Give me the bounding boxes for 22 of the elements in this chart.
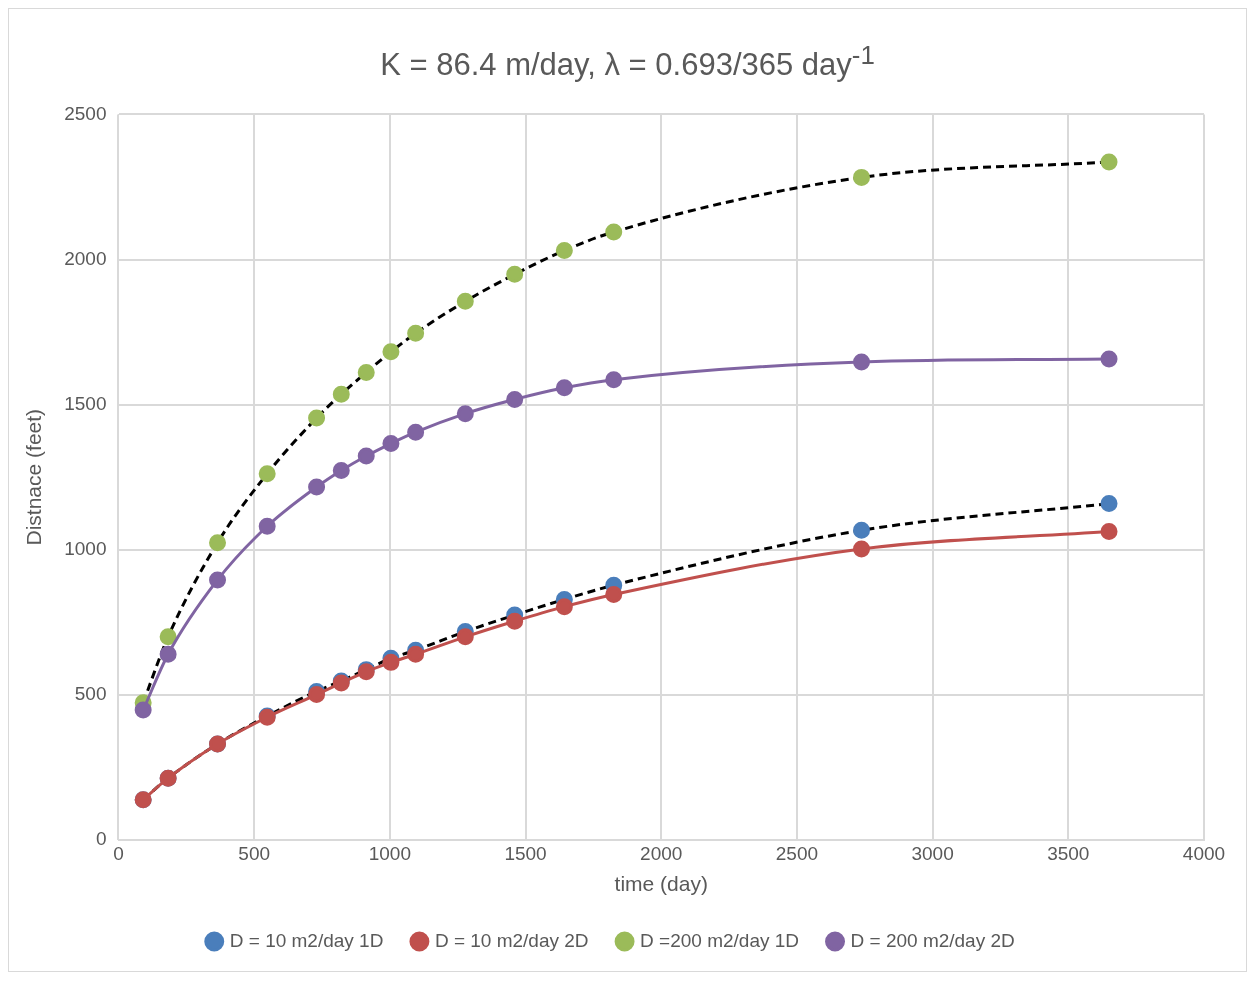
x-tick-label: 3000 xyxy=(911,842,954,864)
x-axis-title: time (day) xyxy=(614,872,708,896)
y-tick-label: 0 xyxy=(95,828,107,850)
chart-title: K = 86.4 m/day, λ = 0.693/365 day$^{-1}$ xyxy=(379,40,876,85)
x-tick-label: 0 xyxy=(113,842,124,864)
x-tick-label: 3500 xyxy=(1047,842,1090,864)
y-tick-label: 500 xyxy=(74,683,107,705)
x-tick-label: 4000 xyxy=(1182,842,1226,864)
legend-label: D = 10 m2/day 2D xyxy=(434,929,589,951)
legend-label: D = 200 m2/day 2D xyxy=(850,929,1015,951)
legend-label: D = 10 m2/day 1D xyxy=(229,929,384,951)
x-tick-label: 1500 xyxy=(504,842,547,864)
x-tick-label: 2000 xyxy=(640,842,683,864)
x-tick-label: 2500 xyxy=(775,842,819,864)
y-axis-title: Distnace (feet) xyxy=(22,408,46,546)
y-tick-label: 1500 xyxy=(64,392,107,414)
y-tick-label: 1000 xyxy=(64,537,107,559)
x-tick-label: 500 xyxy=(238,842,271,864)
y-tick-label: 2000 xyxy=(64,247,107,269)
legend-label: D =200 m2/day 1D xyxy=(640,929,800,951)
x-tick-label: 1000 xyxy=(368,842,411,864)
y-tick-label: 2500 xyxy=(64,102,107,124)
